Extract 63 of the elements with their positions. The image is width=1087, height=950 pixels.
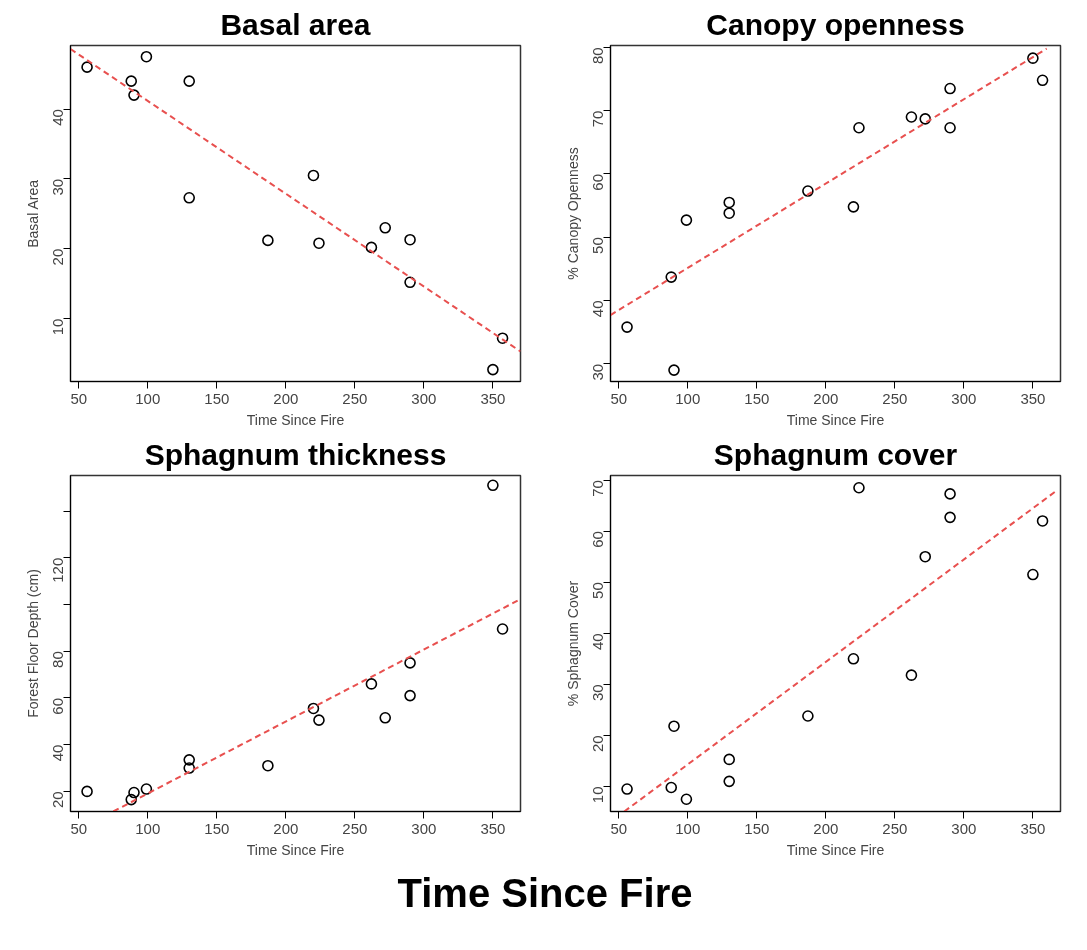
x-tick-label: 250 [342,389,368,407]
y-tick-label: 80 [49,651,67,668]
y-tick-label: 60 [49,697,67,715]
x-tick-label: 100 [675,819,701,837]
y-axis-title: Basal Area [24,179,41,248]
x-tick-label: 150 [204,819,230,837]
x-tick-label: 200 [273,389,299,407]
x-tick-label: 350 [1020,819,1046,837]
y-tick-label: 40 [49,109,67,126]
x-tick-label: 150 [204,389,230,407]
y-tick-label: 20 [49,248,67,266]
x-axis-title: Time Since Fire [786,411,885,428]
x-tick-label: 50 [70,819,88,837]
chart-title: Sphagnum thickness [144,437,447,471]
y-tick-label: 40 [589,300,607,318]
x-tick-label: 250 [342,819,368,837]
chart-title: Basal area [220,7,371,41]
y-tick-label: 20 [589,735,607,753]
y-tick-label: 30 [589,363,607,381]
x-tick-label: 150 [744,389,770,407]
x-tick-label: 300 [411,389,437,407]
x-tick-label: 200 [273,819,299,837]
y-tick-label: 10 [49,318,67,336]
y-tick-label: 50 [589,237,607,254]
text: Time Since Fire [397,870,693,917]
y-tick-label: 30 [49,178,67,196]
y-axis-title: Forest Floor Depth (cm) [24,569,41,718]
x-tick-label: 150 [744,819,770,837]
x-tick-label: 350 [1020,389,1046,407]
x-tick-label: 100 [135,819,161,837]
y-tick-label: 120 [49,557,67,583]
y-tick-label: 40 [49,744,67,762]
x-axis-title: Time Since Fire [246,411,345,428]
x-tick-label: 300 [951,389,977,407]
y-tick-label: 10 [589,786,607,804]
y-tick-label: 70 [589,480,607,497]
y-tick-label: 70 [589,110,607,128]
y-tick-label: 20 [49,791,67,809]
y-tick-label: 80 [589,47,607,65]
chart-title: Sphagnum cover [713,437,958,471]
y-tick-label: 40 [589,633,607,650]
y-axis-title: % Canopy Openness [564,147,581,280]
x-tick-label: 350 [480,389,506,407]
y-tick-label: 60 [589,531,607,548]
x-tick-label: 200 [813,389,839,407]
x-tick-label: 50 [70,389,88,407]
x-tick-label: 50 [610,389,628,407]
x-tick-label: 350 [480,819,506,837]
x-tick-label: 250 [882,389,908,407]
x-axis-title: Time Since Fire [786,841,885,858]
y-tick-label: 30 [589,684,607,702]
x-tick-label: 300 [411,819,437,837]
x-tick-label: 300 [951,819,977,837]
y-tick-label: 60 [589,173,607,191]
x-tick-label: 100 [675,389,701,407]
x-tick-label: 250 [882,819,908,837]
x-tick-label: 100 [135,389,161,407]
x-tick-label: 200 [813,819,839,837]
chart-title: Canopy openness [706,7,965,41]
y-axis-title: % Sphagnum Cover [564,580,581,707]
y-tick-label: 50 [589,582,607,599]
x-tick-label: 50 [610,819,628,837]
x-axis-title: Time Since Fire [246,841,345,858]
